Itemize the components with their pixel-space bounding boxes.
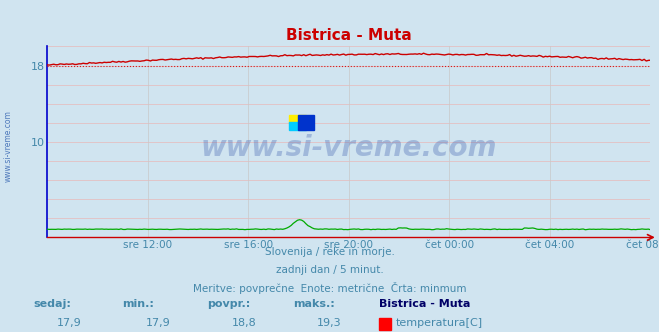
- Text: min.:: min.:: [122, 299, 154, 309]
- Text: maks.:: maks.:: [293, 299, 335, 309]
- Text: zadnji dan / 5 minut.: zadnji dan / 5 minut.: [275, 265, 384, 275]
- Text: povpr.:: povpr.:: [208, 299, 251, 309]
- Title: Bistrica - Muta: Bistrica - Muta: [286, 28, 412, 42]
- Text: 19,3: 19,3: [317, 318, 342, 328]
- Text: 17,9: 17,9: [146, 318, 171, 328]
- Text: Slovenija / reke in morje.: Slovenija / reke in morje.: [264, 247, 395, 257]
- Text: Meritve: povprečne  Enote: metrične  Črta: minmum: Meritve: povprečne Enote: metrične Črta:…: [192, 282, 467, 294]
- Text: www.si-vreme.com: www.si-vreme.com: [201, 134, 497, 162]
- Text: Bistrica - Muta: Bistrica - Muta: [379, 299, 471, 309]
- Text: sedaj:: sedaj:: [33, 299, 71, 309]
- Text: 17,9: 17,9: [57, 318, 82, 328]
- Text: temperatura[C]: temperatura[C]: [396, 318, 483, 328]
- Text: 18,8: 18,8: [231, 318, 256, 328]
- Text: www.si-vreme.com: www.si-vreme.com: [4, 110, 13, 182]
